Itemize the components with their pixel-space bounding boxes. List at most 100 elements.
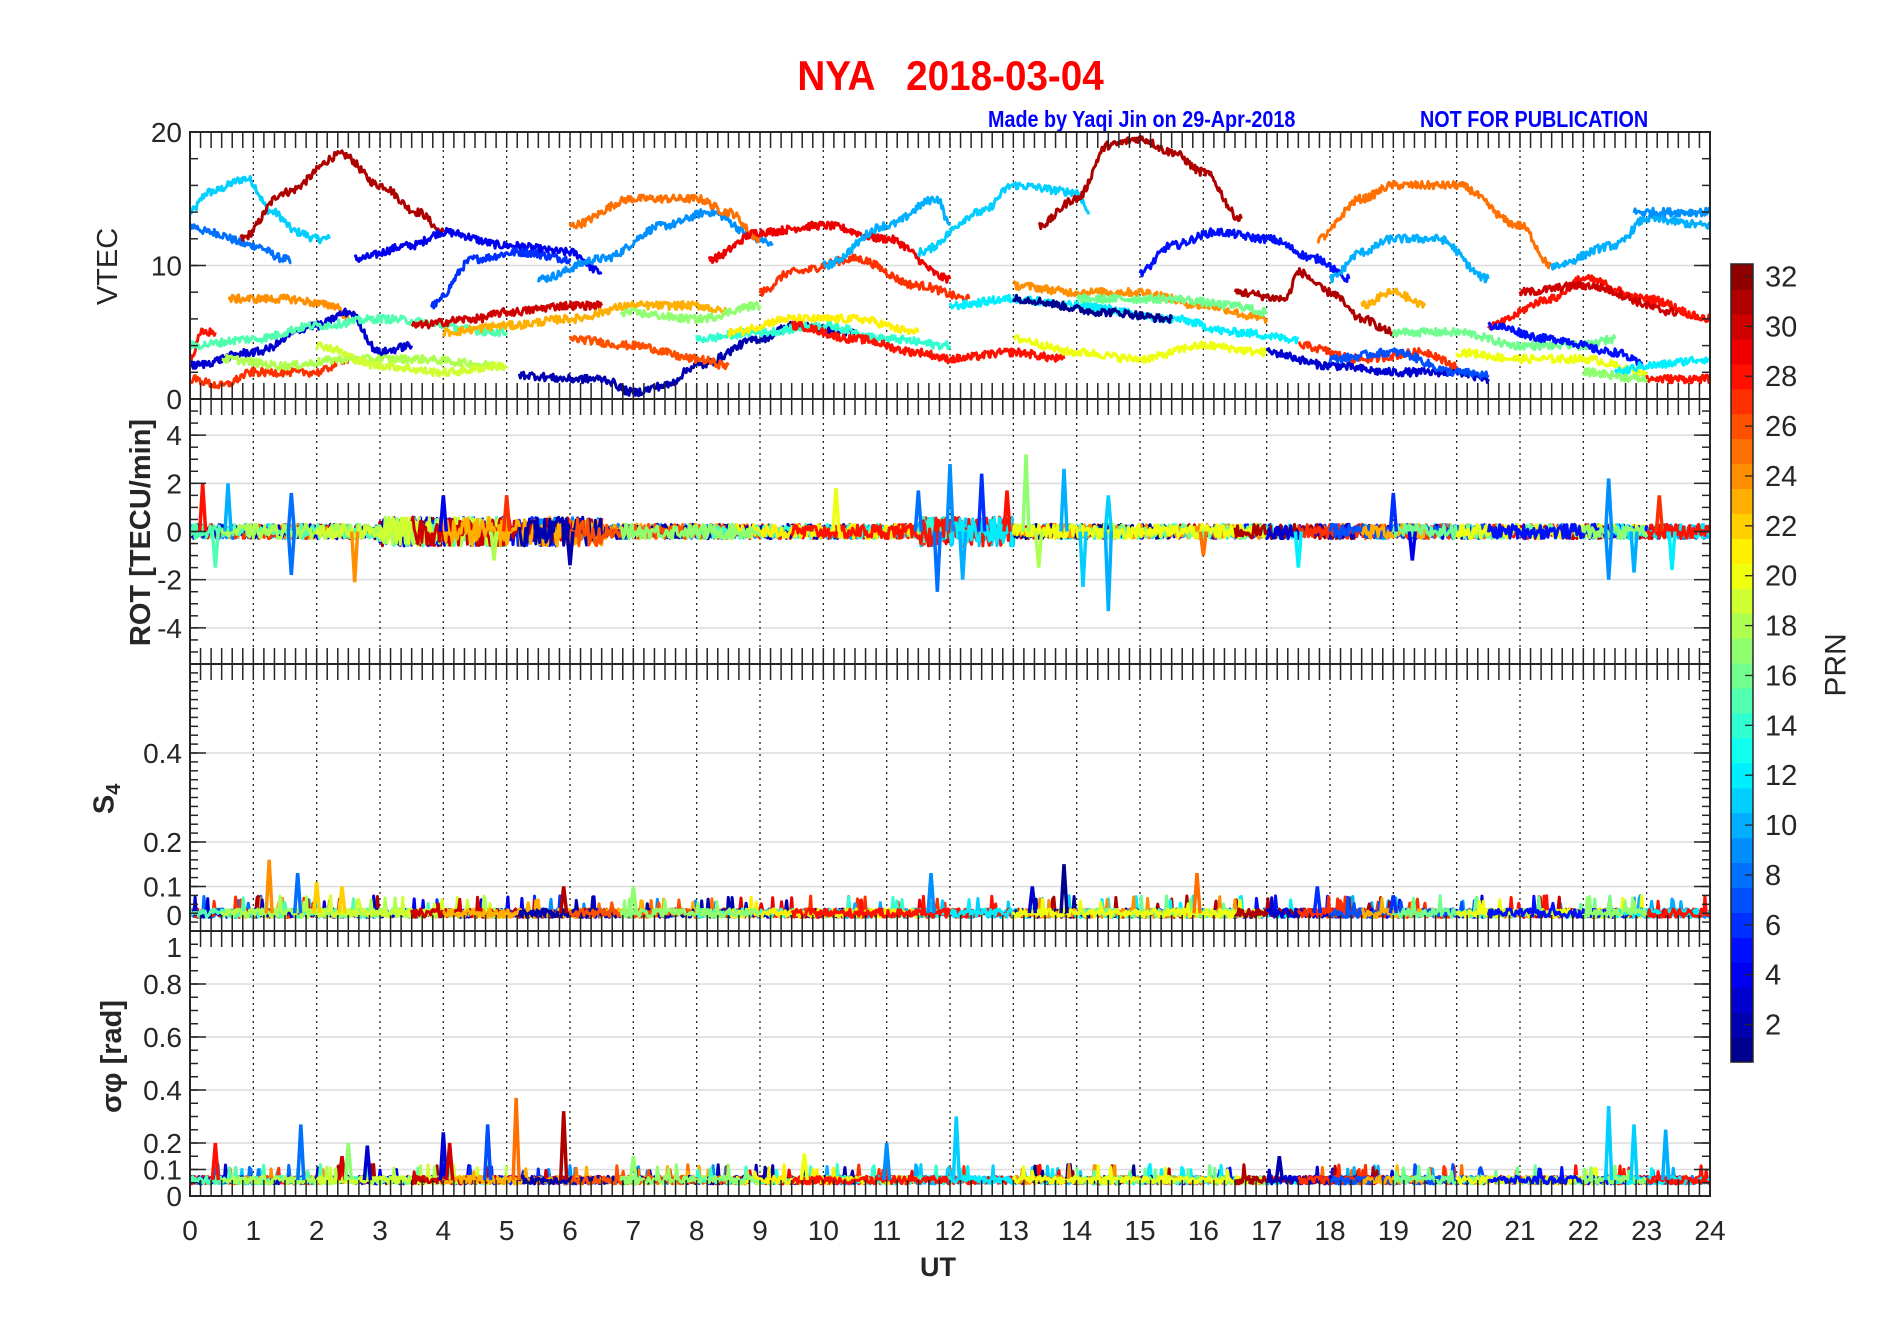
colorbar-swatch [1731,613,1753,639]
rot-spike-prn18 [489,531,499,561]
sigma-spike-prn3 [362,1145,373,1181]
colorbar-swatch [1731,663,1753,689]
vtec-line-prn11 [190,174,331,245]
colorbar-swatch [1731,463,1753,490]
sigma-spike-prn7 [482,1124,493,1181]
vtec-line-prn27 [1297,340,1459,371]
rot-line-prn15 [190,515,509,548]
vtec-line-prn28 [1645,373,1710,385]
vtec-line-prn21 [726,313,920,338]
s4-spike-prn9 [926,873,936,914]
s4-spike-prn6 [1312,886,1323,914]
rot-spike-prn10 [957,531,968,580]
vtec-line-prn1 [1011,293,1174,324]
x-tick-label: 8 [689,1215,705,1246]
xlabel: UT [920,1252,956,1282]
s4-spike-prn22 [311,881,322,914]
rot-spike-prn10 [223,483,233,532]
y-tick-label: 10 [151,251,182,282]
s4-spike-prn22 [337,886,347,914]
colorbar-tick-label: 32 [1765,261,1797,293]
rot-spike-prn6 [1388,492,1399,532]
x-tick-label: 16 [1188,1215,1219,1246]
colorbar-tick-label: 2 [1765,1010,1781,1042]
x-tick-label: 15 [1124,1215,1155,1246]
vtec-line-prn28 [790,320,1066,365]
rot-spike-prn11 [1103,495,1114,532]
colorbar-swatch [1731,737,1753,764]
rot-spike-prn12 [1667,531,1677,571]
vtec-line-prn15 [190,313,509,351]
colorbar-swatch [1731,987,1753,1013]
rot-spike-prn25 [1198,531,1209,556]
vtec-line-prn26 [568,335,730,371]
vtec-line-prn24 [227,293,350,322]
y-tick-label: 0.4 [143,1075,182,1106]
rot-spike-prn4 [1407,531,1418,561]
ylabel-sigma: σφ [rad] [96,999,129,1114]
y-tick-label: 0 [166,517,182,548]
vtec-line-prn27 [190,356,350,390]
sigma-spike-prn10 [1660,1129,1671,1181]
y-tick-label: -2 [157,565,182,596]
colorbar-swatch [1731,338,1753,365]
vtec-line-prn28 [1487,273,1710,331]
sigma-spike-prn11 [1603,1105,1614,1181]
chart-title-text: NYA 2018-03-04 [797,52,1105,99]
y-tick-label: 0.1 [143,1155,182,1186]
x-tick-label: 23 [1631,1215,1662,1246]
x-tick-label: 22 [1568,1215,1599,1246]
sigma-spike-prn2 [1274,1156,1285,1181]
colorbar-swatch [1731,638,1753,664]
colorbar-swatch [1731,787,1753,814]
vtec-line-prn5 [1138,227,1351,284]
rot-spike-prn9 [1603,478,1614,532]
rot-spike-prn27 [501,495,512,532]
sigma-spike-prn30 [444,1142,455,1181]
vtec-line-prn5 [1487,321,1649,370]
sigma-spike-prn3 [438,1132,449,1181]
sigma-series [190,1097,1710,1186]
ylabel-vtec: VTEC [92,227,125,306]
x-tick-label: 6 [562,1215,578,1246]
x-tick-label: 7 [626,1215,642,1246]
rot-spike-prn12 [1293,531,1304,568]
y-tick-label: 0.4 [143,738,182,769]
y-tick-label: 0 [166,384,182,415]
colorbar-swatch [1731,513,1753,539]
vtec-line-prn12 [948,293,1300,345]
x-tick-label: 2 [309,1215,325,1246]
colorbar-swatch [1731,912,1753,938]
rot-spike-prn18 [1033,531,1044,568]
colorbar-tick-label: 28 [1765,361,1797,393]
x-tick-label: 19 [1378,1215,1409,1246]
ylabel-rot: ROT [TECU/min] [125,418,158,647]
y-tick-label: 0.2 [143,827,182,858]
rot-spike-prn4 [438,495,449,532]
vtec-line-prn20 [1455,347,1649,377]
x-tick-label: 24 [1694,1215,1725,1246]
colorbar-tick-label: 16 [1765,660,1797,692]
colorbar-swatch [1731,1037,1753,1063]
vtec-line-prn30 [1518,280,1679,317]
vtec-line-prn30 [410,300,604,330]
s4-spike-prn31 [558,886,569,914]
vtec-line-prn23 [1360,287,1427,310]
rot-line-prn17 [619,522,761,540]
rot-spike-prn15 [210,531,221,568]
rot-line-prn26 [568,517,730,548]
colorbar-swatch [1731,687,1753,714]
colorbar-swatch [1731,1012,1753,1038]
y-tick-label: 2 [166,468,182,499]
x-tick-label: 1 [246,1215,262,1246]
colorbar-tick-label: 30 [1765,311,1797,343]
colorbar-swatch [1731,862,1753,889]
rot-spike-prn11 [1078,531,1088,588]
rot-spike-prn10 [1103,531,1114,612]
colorbar-tick-label: 18 [1765,611,1797,643]
y-tick-label: 1 [166,932,182,963]
vtec-line-prn23 [441,300,730,338]
colorbar-box [1730,263,1754,1063]
vtec-line-prn11 [916,181,1091,258]
colorbar-swatch [1731,413,1753,440]
